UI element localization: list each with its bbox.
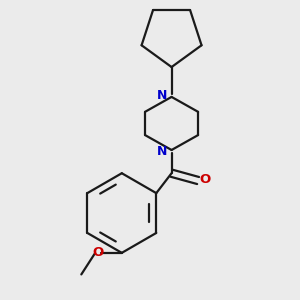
Text: O: O bbox=[92, 246, 104, 260]
Text: O: O bbox=[200, 173, 211, 186]
Text: N: N bbox=[157, 145, 167, 158]
Text: N: N bbox=[157, 89, 167, 102]
